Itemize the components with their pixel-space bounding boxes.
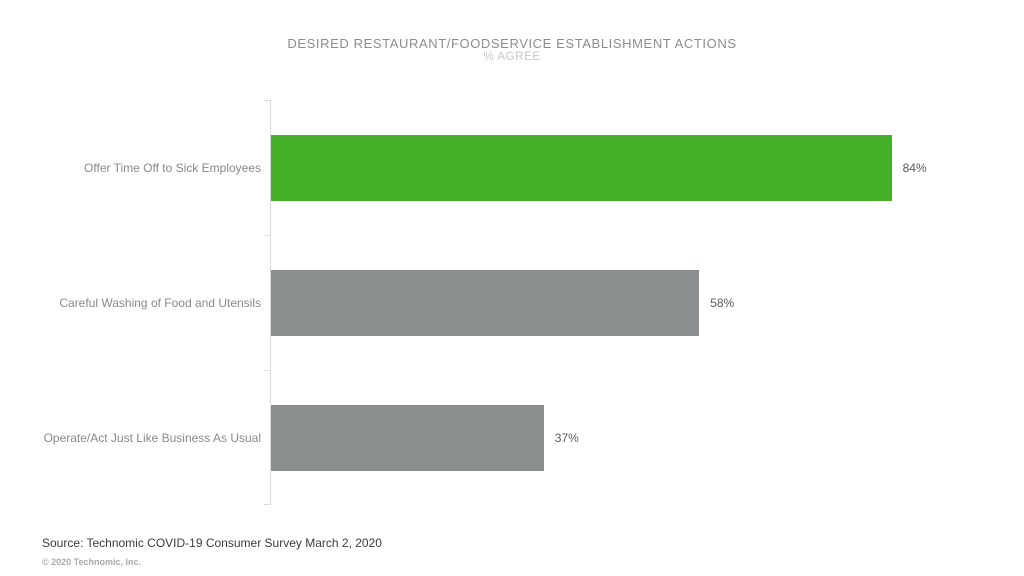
source-text: Source: Technomic COVID-19 Consumer Surv… <box>42 536 382 550</box>
value-label: 37% <box>554 430 579 445</box>
axis-tick <box>264 504 270 505</box>
bar <box>270 269 700 336</box>
bar-chart: Offer Time Off to Sick Employees 84% Caref… <box>0 100 1010 505</box>
bar <box>270 404 544 471</box>
category-label: Operate/Act Just Like Business As Usual <box>43 430 261 445</box>
copyright-text: © 2020 Technomic, Inc. <box>42 557 141 567</box>
chart-rows: Offer Time Off to Sick Employees 84% Caref… <box>0 100 1010 505</box>
category-label: Offer Time Off to Sick Employees <box>84 160 261 175</box>
bar <box>270 134 892 201</box>
axis-tick <box>264 235 270 236</box>
value-label: 84% <box>902 160 927 175</box>
bar-track: 84% <box>270 100 1010 235</box>
chart-row: Operate/Act Just Like Business As Usual 3… <box>0 370 1010 505</box>
chart-row: Offer Time Off to Sick Employees 84% <box>0 100 1010 235</box>
chart-title: DESIRED RESTAURANT/FOODSERVICE ESTABLISH… <box>287 36 737 51</box>
chart-subtitle: % AGREE <box>483 51 541 63</box>
category-label: Careful Washing of Food and Utensils <box>59 295 261 310</box>
chart-row: Careful Washing of Food and Utensils 58% <box>0 235 1010 370</box>
value-label: 58% <box>710 295 735 310</box>
category-axis-line <box>270 100 271 505</box>
axis-tick <box>264 100 270 101</box>
bar-track: 37% <box>270 370 1010 505</box>
bar-track: 58% <box>270 235 1010 370</box>
axis-tick <box>264 370 270 371</box>
